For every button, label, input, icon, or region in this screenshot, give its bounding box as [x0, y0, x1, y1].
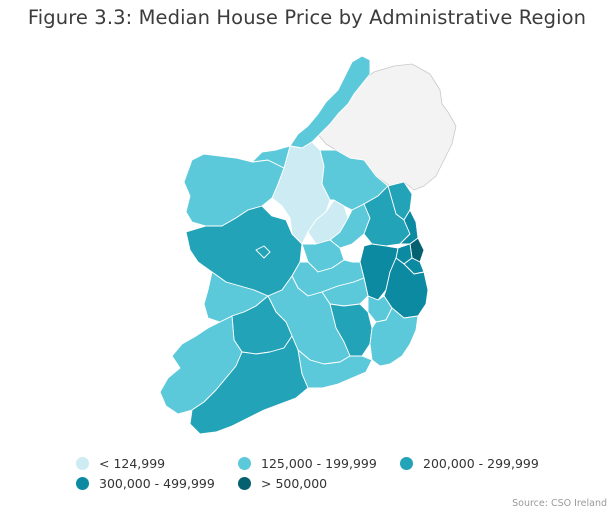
region-wexford[interactable]	[369, 307, 419, 367]
source-credit: Source: CSO Ireland	[512, 498, 607, 509]
region-waterford[interactable]	[297, 349, 373, 389]
figure-title: Figure 3.3: Median House Price by Admini…	[27, 6, 587, 29]
region-cork[interactable]	[189, 335, 309, 435]
region-galway-city[interactable]	[255, 245, 271, 259]
region-donegal[interactable]	[289, 55, 371, 149]
region-sligo[interactable]	[251, 145, 291, 169]
